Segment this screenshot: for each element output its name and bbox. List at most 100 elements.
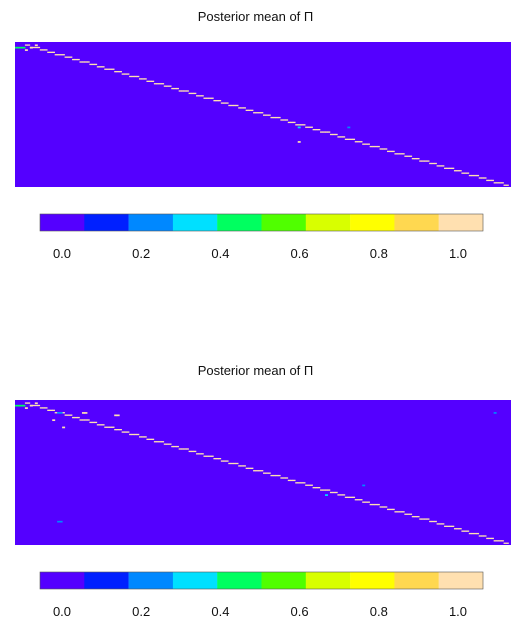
heatmap-cell <box>441 523 445 525</box>
colorbar-segment <box>305 214 351 231</box>
heatmap-cell <box>461 172 465 174</box>
heatmap-cell <box>126 431 130 433</box>
heatmap-cell <box>488 179 492 182</box>
heatmap-cell <box>99 424 103 426</box>
heatmap-cell <box>196 95 199 97</box>
heatmap-cell <box>151 438 155 440</box>
heatmap-cell <box>47 409 51 411</box>
heatmap-cell <box>429 520 432 523</box>
heatmap-cell <box>238 465 241 467</box>
heatmap-cell <box>248 109 251 111</box>
heatmap-cell <box>329 491 333 494</box>
heatmap-cell <box>267 114 271 116</box>
heatmap-cell <box>64 56 68 58</box>
heatmap-cell <box>320 131 323 133</box>
heatmap-cell <box>126 73 130 75</box>
heatmap-cell <box>317 487 321 489</box>
heatmap-cell <box>141 436 145 438</box>
heatmap-cell <box>302 482 306 484</box>
heatmap-cell <box>114 71 117 73</box>
heatmap-cell <box>245 467 249 469</box>
heatmap-cell <box>146 80 150 82</box>
heatmap-cell <box>334 87 338 90</box>
heatmap-cell <box>220 102 224 104</box>
heatmap-cell <box>344 496 348 498</box>
heatmap-cell <box>146 438 150 440</box>
heatmap-cell <box>27 402 31 404</box>
heatmap-cell <box>29 404 33 407</box>
heatmap-cell <box>429 162 432 165</box>
heatmap-cell <box>106 68 110 70</box>
heatmap-cell <box>250 467 254 469</box>
heatmap-cell <box>272 116 276 119</box>
heatmap-cell <box>134 433 137 436</box>
heatmap-cell <box>111 68 115 70</box>
heatmap-cell <box>32 46 36 49</box>
heatmap-cell <box>290 121 294 124</box>
heatmap-cell <box>496 182 499 184</box>
heatmap-cell <box>62 426 66 429</box>
heatmap-cell <box>384 148 388 150</box>
heatmap-cell <box>94 421 98 424</box>
heatmap-cell <box>307 126 311 128</box>
heatmap-cell <box>374 503 378 506</box>
heatmap-cell <box>111 426 115 428</box>
heatmap-chart-1: 0.0 0.2 0.4 0.6 0.8 1.0 <box>15 42 511 261</box>
heatmap-cell <box>121 431 125 433</box>
heatmap-cell <box>161 83 165 85</box>
heatmap-cell <box>163 443 167 445</box>
heatmap-cell <box>81 412 85 414</box>
heatmap-cell <box>173 445 177 448</box>
heatmap-cell <box>332 133 336 136</box>
heatmap-cell <box>391 150 395 153</box>
heatmap-cell <box>124 73 127 75</box>
heatmap-cell <box>24 49 28 51</box>
heatmap-cell <box>225 102 229 104</box>
heatmap-cell <box>295 124 299 126</box>
heatmap-cell <box>325 489 328 491</box>
heatmap-cell <box>263 472 266 474</box>
heatmap-cell <box>441 165 445 167</box>
heatmap-cell <box>325 494 328 496</box>
heatmap-cell <box>444 167 447 169</box>
heatmap-cell <box>54 412 58 414</box>
heatmap-cell <box>339 136 343 138</box>
heatmap-cell <box>439 523 442 525</box>
heatmap-cell <box>201 453 204 455</box>
heatmap-cell <box>34 404 38 407</box>
heatmap-cell <box>411 516 415 518</box>
heatmap-cell <box>91 421 95 424</box>
heatmap-cell <box>253 112 256 114</box>
heatmap-cell <box>406 155 410 157</box>
heatmap-cell <box>394 153 398 155</box>
heatmap-cell <box>444 525 447 527</box>
heatmap-cell <box>240 465 244 467</box>
heatmap-cell <box>22 46 26 49</box>
heatmap-cell <box>285 477 289 479</box>
heatmap-cell <box>473 532 477 535</box>
heatmap-cell <box>116 414 120 417</box>
heatmap-cell <box>223 460 227 462</box>
heatmap-cell <box>114 414 118 417</box>
heatmap-cell <box>297 482 301 484</box>
heatmap-cell <box>198 95 202 97</box>
heatmap-cell <box>205 97 209 99</box>
heatmap-cell <box>424 160 427 162</box>
heatmap-cell <box>297 141 301 143</box>
heatmap-cell <box>434 520 437 523</box>
heatmap-cell <box>253 470 256 472</box>
heatmap-cell <box>453 170 457 172</box>
heatmap-cell <box>191 450 194 453</box>
heatmap-cell <box>451 167 455 169</box>
heatmap-cell <box>506 184 509 186</box>
heatmap-cell <box>315 487 318 489</box>
heatmap-cell <box>37 404 41 407</box>
heatmap-cell <box>483 177 487 179</box>
heatmap-cell <box>255 470 259 472</box>
heatmap-cell <box>139 436 142 438</box>
heatmap-cell <box>109 68 113 70</box>
heatmap-cell <box>178 448 182 450</box>
heatmap-cell <box>379 148 383 150</box>
colorbar-segment <box>84 214 129 231</box>
heatmap-cell <box>374 145 378 148</box>
